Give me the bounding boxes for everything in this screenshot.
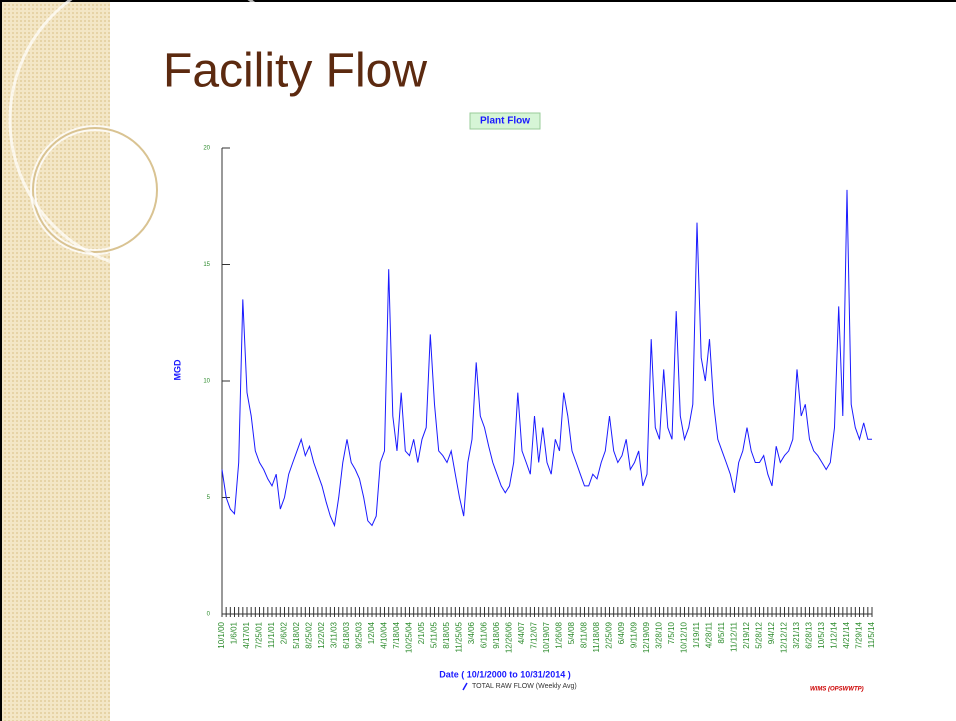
x-tick-label: 9/18/06 xyxy=(492,621,501,648)
flow-line xyxy=(221,189,872,528)
x-tick-label: 3/4/06 xyxy=(467,621,476,644)
x-tick-label: 10/25/04 xyxy=(405,621,414,653)
x-tick-label: 12/2/02 xyxy=(317,621,326,648)
x-tick-label: 9/25/03 xyxy=(355,621,364,648)
x-tick-label: 11/5/14 xyxy=(867,621,876,648)
y-tick-label: 15 xyxy=(203,262,210,268)
x-tick-label: 12/12/12 xyxy=(780,621,789,653)
x-tick-label: 5/18/02 xyxy=(292,621,301,648)
x-tick-label: 7/18/04 xyxy=(392,621,401,648)
x-tick-label: 3/28/10 xyxy=(655,621,664,648)
x-tick-label: 6/11/06 xyxy=(480,621,489,648)
x-tick-label: 2/1/05 xyxy=(417,621,426,644)
x-tick-label: 1/12/14 xyxy=(830,621,839,648)
x-tick-label: 4/17/01 xyxy=(242,621,251,648)
x-tick-label: 10/12/10 xyxy=(680,621,689,653)
x-tick-label: 1/26/08 xyxy=(555,621,564,648)
x-tick-label: 7/29/14 xyxy=(855,621,864,648)
x-tick-label: 4/10/04 xyxy=(380,621,389,648)
x-tick-label: 8/5/11 xyxy=(717,621,726,643)
y-tick-label: 0 xyxy=(207,612,211,618)
x-tick-label: 3/11/03 xyxy=(330,621,339,648)
x-tick-label: 7/25/01 xyxy=(255,621,264,648)
y-tick-label: 10 xyxy=(203,379,210,385)
x-tick-label: 10/19/07 xyxy=(542,621,551,653)
x-tick-label: 9/4/12 xyxy=(767,621,776,644)
x-tick-label: 8/11/08 xyxy=(580,621,589,648)
deco-circle xyxy=(32,127,158,253)
x-tick-label: 7/5/10 xyxy=(667,621,676,644)
x-tick-label: 7/12/07 xyxy=(530,621,539,648)
x-tick-label: 11/12/11 xyxy=(730,621,739,652)
slide-title: Facility Flow xyxy=(163,45,427,98)
legend-label: TOTAL RAW FLOW (Weekly Avg) xyxy=(472,683,577,690)
x-tick-label: 2/19/12 xyxy=(742,621,751,648)
deco-arc xyxy=(8,0,312,272)
x-tick-label: 6/4/09 xyxy=(617,621,626,644)
side-strip xyxy=(0,0,110,721)
x-tick-label: 4/21/14 xyxy=(842,621,851,648)
plot-title: Plant Flow xyxy=(480,116,530,127)
y-tick-label: 5 xyxy=(207,495,211,501)
y-tick-label: 20 xyxy=(203,146,210,152)
x-tick-label: 11/25/05 xyxy=(455,621,464,652)
x-tick-label: 6/28/13 xyxy=(805,621,814,648)
x-tick-label: 12/19/09 xyxy=(642,621,651,653)
x-tick-label: 1/19/11 xyxy=(692,621,701,648)
x-tick-label: 1/2/04 xyxy=(367,621,376,644)
legend-swatch xyxy=(462,682,468,691)
x-tick-label: 11/18/08 xyxy=(592,621,601,652)
x-tick-label: 10/5/13 xyxy=(817,621,826,648)
x-tick-label: 5/28/12 xyxy=(755,621,764,648)
y-axis-label: MGD xyxy=(172,359,182,380)
x-tick-label: 8/18/05 xyxy=(442,621,451,648)
source-note: WIMS (OPSWWTP) xyxy=(810,687,864,693)
x-tick-label: 2/6/02 xyxy=(280,621,289,644)
x-tick-label: 12/26/06 xyxy=(505,621,514,653)
x-tick-label: 4/4/07 xyxy=(517,621,526,644)
x-tick-label: 1/6/01 xyxy=(230,621,239,644)
x-tick-label: 3/21/13 xyxy=(792,621,801,648)
x-tick-label: 4/28/11 xyxy=(705,621,714,648)
x-tick-label: 6/18/03 xyxy=(342,621,351,648)
x-tick-label: 8/25/02 xyxy=(305,621,314,648)
x-tick-label: 5/11/05 xyxy=(430,621,439,648)
x-tick-label: 2/25/09 xyxy=(605,621,614,648)
plot-title-box xyxy=(469,112,541,130)
x-tick-label: 5/4/08 xyxy=(567,621,576,644)
x-tick-label: 10/1/00 xyxy=(217,621,226,648)
x-tick-label: 9/11/09 xyxy=(630,621,639,648)
x-tick-label: 11/1/01 xyxy=(267,621,276,648)
x-axis-label: Date ( 10/1/2000 to 10/31/2014 ) xyxy=(439,669,571,679)
